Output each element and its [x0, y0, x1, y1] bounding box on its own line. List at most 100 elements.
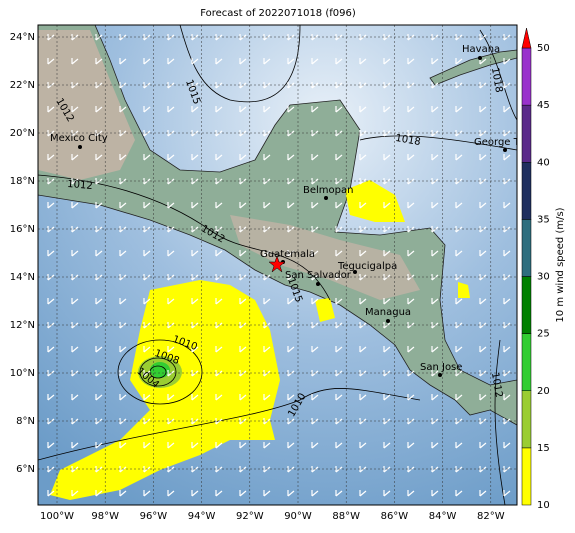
- barb: [383, 58, 391, 65]
- barb: [95, 394, 103, 401]
- barb: [95, 442, 103, 449]
- barb: [479, 394, 487, 401]
- axis-ticks: 100°W 98°W 96°W 94°W 92°W 90°W 88°W 86°W 84°W 82°…: [10, 32, 505, 522]
- city-dot: [316, 282, 320, 286]
- barb: [167, 58, 175, 65]
- city-label: Belmopan: [303, 185, 353, 196]
- barb: [143, 154, 151, 161]
- barb: [503, 346, 511, 353]
- barb: [191, 154, 199, 161]
- colorbar-tick-label: 15: [537, 443, 550, 454]
- barb: [479, 154, 487, 161]
- barb: [47, 202, 55, 209]
- barb: [119, 442, 127, 449]
- barb: [167, 346, 175, 353]
- barb: [503, 58, 511, 65]
- barb: [191, 250, 199, 257]
- barb: [335, 346, 343, 353]
- barb: [191, 394, 199, 401]
- barb: [215, 58, 223, 65]
- barb: [431, 154, 439, 161]
- colorbar-tick-label: 20: [537, 386, 550, 397]
- barb: [431, 394, 439, 401]
- barb: [47, 106, 55, 113]
- barb: [287, 346, 295, 353]
- barb: [503, 394, 511, 401]
- barb: [143, 298, 151, 305]
- barb: [287, 250, 295, 257]
- barb: [143, 250, 151, 257]
- title: Forecast of 2022071018 (f096): [200, 8, 356, 19]
- barb: [479, 250, 487, 257]
- city-dot: [503, 148, 507, 152]
- barb: [335, 202, 343, 209]
- barb: [191, 490, 199, 497]
- colorbar-segment: [521, 390, 532, 449]
- barb: [431, 58, 439, 65]
- barb: [455, 202, 463, 209]
- barb: [287, 106, 295, 113]
- barb: [383, 154, 391, 161]
- mountains: [230, 215, 420, 300]
- lon-tick-label: 92°W: [236, 511, 264, 522]
- barb: [407, 298, 415, 305]
- barb: [407, 394, 415, 401]
- barb: [479, 490, 487, 497]
- city-dot: [78, 145, 82, 149]
- barb: [239, 58, 247, 65]
- barb: [47, 298, 55, 305]
- barb: [503, 106, 511, 113]
- barb: [359, 58, 367, 65]
- barb: [71, 442, 79, 449]
- colorbar-tick-label: 45: [537, 100, 550, 111]
- barb: [143, 490, 151, 497]
- barb: [503, 442, 511, 449]
- barb: [167, 154, 175, 161]
- barb: [167, 250, 175, 257]
- colorbar-segment: [521, 333, 532, 391]
- barb: [239, 154, 247, 161]
- lat-tick-label: 10°N: [10, 368, 35, 379]
- barb: [407, 346, 415, 353]
- city-dot: [353, 270, 357, 274]
- barb: [191, 346, 199, 353]
- barb: [455, 106, 463, 113]
- barb: [287, 442, 295, 449]
- barb: [263, 154, 271, 161]
- barb: [311, 394, 319, 401]
- barb: [479, 202, 487, 209]
- lat-tick-label: 16°N: [10, 224, 35, 235]
- barb: [359, 442, 367, 449]
- barb: [95, 106, 103, 113]
- barb: [383, 490, 391, 497]
- barb: [71, 202, 79, 209]
- barb: [359, 346, 367, 353]
- barb: [287, 202, 295, 209]
- barb: [95, 250, 103, 257]
- colorbar: 10 15 20 25 30 35 40 45 50: [521, 27, 550, 511]
- barb: [311, 298, 319, 305]
- contour-label: 1018: [394, 133, 421, 148]
- city-dot: [386, 319, 390, 323]
- barb: [407, 250, 415, 257]
- barb: [311, 154, 319, 161]
- barb: [119, 490, 127, 497]
- barb: [335, 298, 343, 305]
- barb: [311, 106, 319, 113]
- wind-10-15: [315, 298, 335, 322]
- barb: [455, 298, 463, 305]
- barb: [359, 250, 367, 257]
- barb: [263, 58, 271, 65]
- barb: [239, 442, 247, 449]
- barb: [167, 394, 175, 401]
- barb: [191, 106, 199, 113]
- barb: [47, 442, 55, 449]
- barb: [239, 106, 247, 113]
- barb: [455, 490, 463, 497]
- barb: [239, 202, 247, 209]
- lon-tick-label: 96°W: [140, 511, 168, 522]
- lat-tick-label: 22°N: [10, 80, 35, 91]
- colorbar-segment: [521, 276, 532, 334]
- barb: [71, 346, 79, 353]
- barb: [407, 106, 415, 113]
